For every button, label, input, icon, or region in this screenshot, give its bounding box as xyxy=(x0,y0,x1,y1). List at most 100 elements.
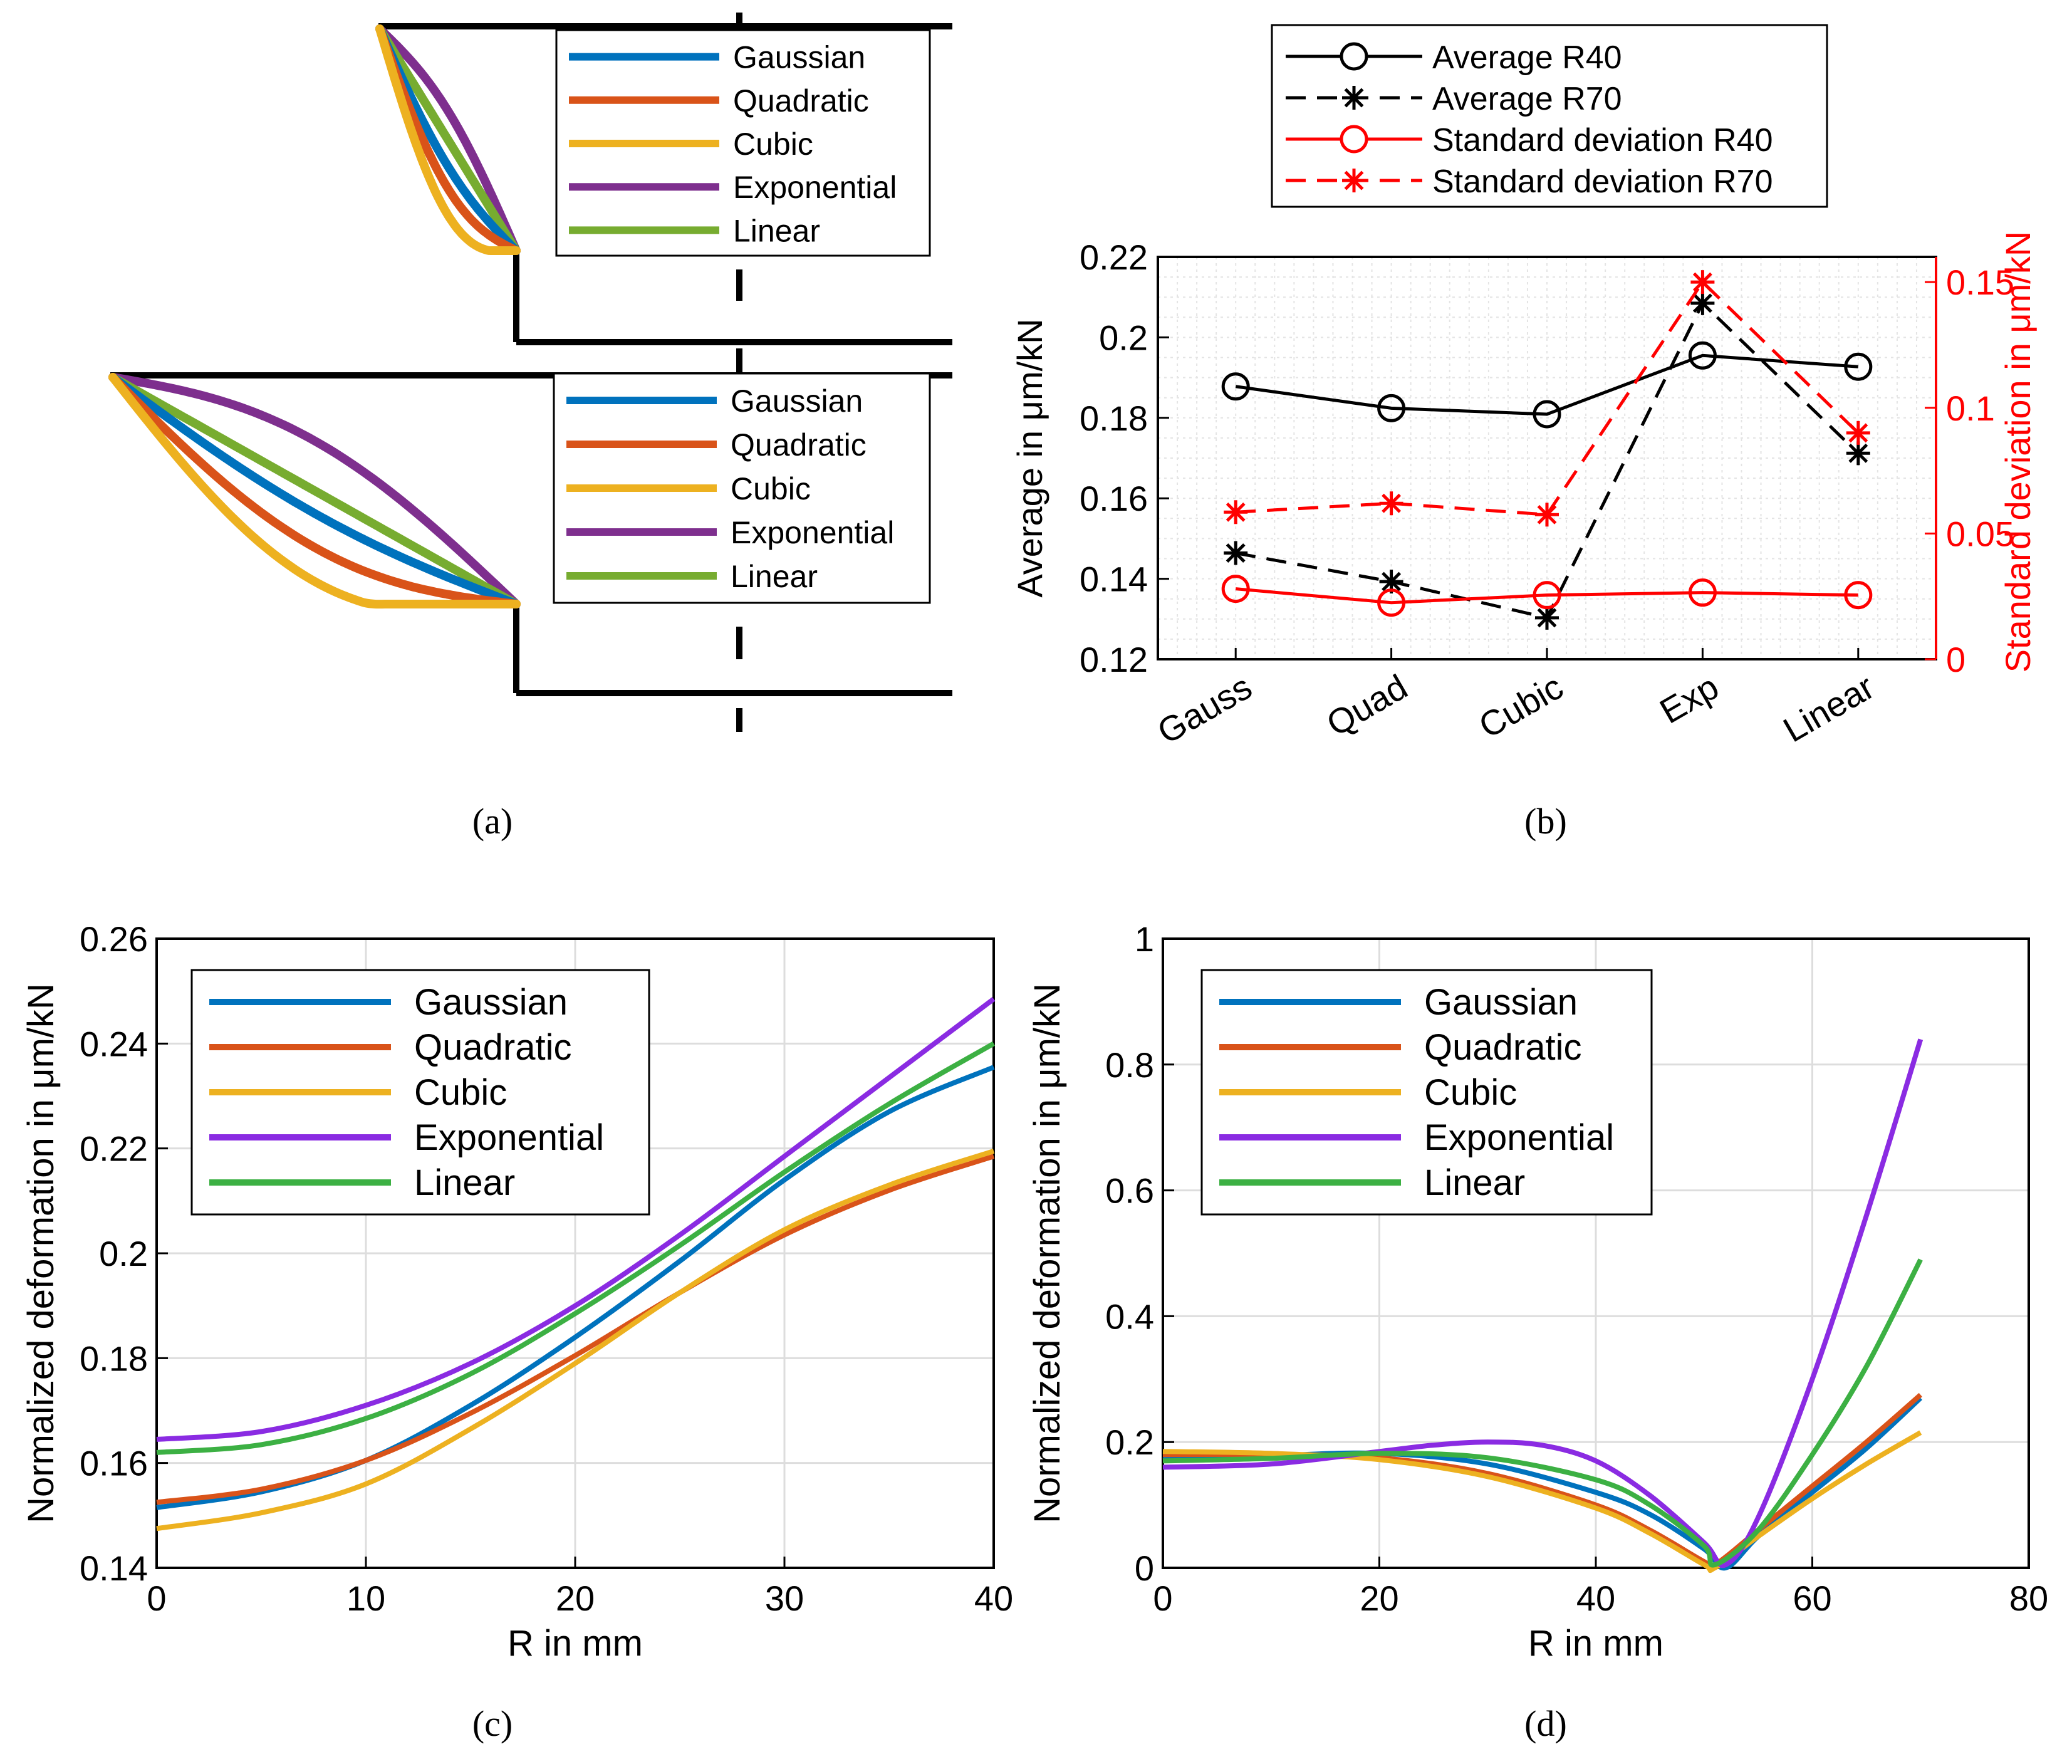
x-tick-label: 20 xyxy=(1360,1579,1398,1618)
series-linear xyxy=(156,1041,996,1455)
legend-label: Quadratic xyxy=(733,83,869,118)
x-tick-label: 80 xyxy=(2009,1579,2048,1618)
data-point xyxy=(1690,270,1715,295)
x-tick-label: 40 xyxy=(974,1579,1013,1618)
data-point xyxy=(1535,605,1559,630)
schematic-bottom-profiles xyxy=(108,373,521,609)
x-tick-label: Quad xyxy=(1320,667,1413,744)
x-tick-label: 20 xyxy=(556,1579,595,1618)
legend-marker xyxy=(1340,125,1368,154)
data-point xyxy=(1533,400,1561,429)
caption-c: (c) xyxy=(472,1703,513,1744)
series-line xyxy=(1235,587,1858,605)
legend-label: Standard deviation R40 xyxy=(1432,122,1773,159)
legend-bottom: Gaussian Quadratic Cubic Exponential Linear xyxy=(553,372,931,604)
data-point xyxy=(1846,441,1870,466)
data-point xyxy=(1377,588,1406,617)
profile-linear xyxy=(375,24,521,255)
y-tick-label: 0.18 xyxy=(80,1339,148,1378)
data-point xyxy=(1535,503,1559,527)
panel-d-chart: 0 20 40 60 80 0 0.2 0.4 0.6 0.8 1 R in mm Normalized… xyxy=(1027,919,2048,1744)
legend-label: Gaussian xyxy=(731,384,863,419)
y-axis-label: Average in μm/kN xyxy=(1010,318,1049,597)
data-point xyxy=(1224,541,1248,565)
data-point xyxy=(1846,420,1870,445)
legend-label: Standard deviation R70 xyxy=(1432,164,1773,200)
legend-label: Gaussian xyxy=(733,40,865,75)
x-tick-label: 40 xyxy=(1576,1579,1615,1618)
y-tick-label: 0.22 xyxy=(1080,237,1148,277)
data-point xyxy=(1688,578,1717,607)
data-point xyxy=(1690,291,1715,315)
profile-cubic xyxy=(108,373,521,609)
y-tick-label: 0.24 xyxy=(80,1024,148,1063)
x-tick-label: 0 xyxy=(147,1579,166,1618)
profile-linear xyxy=(108,373,521,608)
y2-tick-label: 0 xyxy=(1946,640,1965,679)
panel-c-chart: 0 10 20 30 40 0.14 0.16 0.18 0.2 0.22 0.24 0.26 R in… xyxy=(21,919,1013,1744)
legend-top: Gaussian Quadratic Cubic Exponential Linear xyxy=(555,29,931,257)
legend-label: Linear xyxy=(733,213,820,248)
legend-label: Gaussian xyxy=(414,982,568,1023)
legend-label: Cubic xyxy=(414,1072,507,1113)
profile-cubic xyxy=(375,24,521,256)
legend-label: Average R70 xyxy=(1432,81,1622,117)
legend-label: Quadratic xyxy=(1424,1027,1581,1068)
legend-marker xyxy=(1340,42,1368,71)
y-tick-label: 0.16 xyxy=(1080,479,1148,518)
y2-tick-label: 0.05 xyxy=(1946,514,2014,553)
schematic-top-profiles xyxy=(375,24,521,256)
data-point xyxy=(1688,341,1717,370)
data-point xyxy=(1221,575,1250,603)
x-tick-label: Exp xyxy=(1653,667,1725,731)
data-point xyxy=(1844,581,1873,610)
x-tick-label: 30 xyxy=(765,1579,804,1618)
y-tick-label: 0.26 xyxy=(80,919,148,959)
legend-label: Exponential xyxy=(1424,1117,1614,1158)
y-tick-label: 0.4 xyxy=(1105,1297,1154,1336)
legend-label: Quadratic xyxy=(731,427,867,462)
y-tick-label: 0 xyxy=(1135,1548,1154,1588)
panel-a-schematic: GaussianQuadraticCubicExponentialLinear … xyxy=(108,13,952,842)
legend-label: Gaussian xyxy=(1424,982,1578,1023)
legend-label: Quadratic xyxy=(414,1027,571,1068)
caption-d: (d) xyxy=(1524,1703,1567,1744)
data-point xyxy=(1377,394,1406,422)
y-tick-label: 0.18 xyxy=(1080,399,1148,438)
x-tick-label: Linear xyxy=(1776,667,1880,749)
y-tick-label: 0.14 xyxy=(80,1548,148,1588)
data-point xyxy=(1379,491,1403,516)
legend-label: Linear xyxy=(414,1162,515,1203)
profile-gaussian xyxy=(108,373,521,608)
x-tick-label: 60 xyxy=(1793,1579,1831,1618)
legend-b: Average R40 Average R70 Standard deviation… xyxy=(1271,24,1828,208)
legend-marker xyxy=(1342,86,1366,110)
series-average-r40 xyxy=(1221,341,1873,429)
x-tick-label: 10 xyxy=(346,1579,385,1618)
x-tick-label: 0 xyxy=(1153,1579,1172,1618)
y-tick-label: 0.8 xyxy=(1105,1045,1154,1085)
legend-label: Linear xyxy=(1424,1162,1525,1203)
legend-label: Linear xyxy=(731,559,818,594)
data-point xyxy=(1844,352,1873,381)
series-cubic xyxy=(156,1149,995,1532)
profile-quadratic xyxy=(108,373,521,608)
series-standard-deviation-r70 xyxy=(1224,270,1870,527)
y2-tick-label: 0.15 xyxy=(1946,263,2014,302)
x-tick-label: Gauss xyxy=(1151,667,1259,751)
grid xyxy=(1157,256,1937,660)
y-tick-label: 0.14 xyxy=(1080,560,1148,599)
series-average-r70 xyxy=(1224,291,1870,630)
x-axis-label: R in mm xyxy=(508,1623,643,1664)
legend-label: Exponential xyxy=(414,1117,604,1158)
series-exponential xyxy=(156,997,996,1442)
caption-a: (a) xyxy=(472,801,513,842)
y-tick-label: 0.22 xyxy=(80,1129,148,1169)
profile-exponential xyxy=(375,24,521,255)
legend-label: Cubic xyxy=(1424,1072,1517,1113)
y-tick-label: 0.12 xyxy=(1080,640,1148,679)
x-axis-label: R in mm xyxy=(1528,1623,1663,1664)
y-axis-label: Normalized deformation in μm/kN xyxy=(1027,983,1068,1523)
legend-label: Cubic xyxy=(733,127,813,162)
